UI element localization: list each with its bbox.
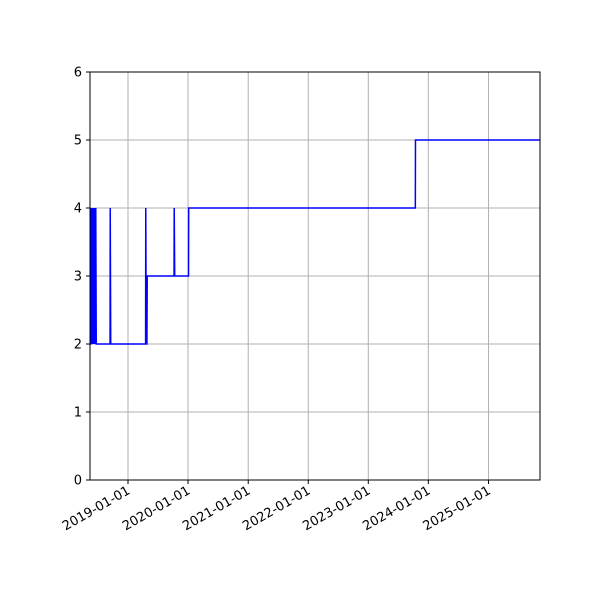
y-tick-label: 1: [74, 406, 82, 421]
y-tick-label: 6: [74, 66, 82, 81]
x-tick-label: 2025-01-01: [421, 483, 494, 534]
x-tick-label: 2024-01-01: [360, 483, 433, 534]
series-line: [90, 139, 540, 345]
y-tick-label: 0: [74, 474, 82, 489]
y-tick-label: 3: [74, 270, 82, 285]
series-layer: [90, 139, 540, 345]
y-tick-label: 2: [74, 338, 82, 353]
x-tick-label: 2020-01-01: [120, 483, 193, 534]
y-tick-label: 4: [74, 202, 82, 217]
y-tick-label: 5: [74, 134, 82, 149]
